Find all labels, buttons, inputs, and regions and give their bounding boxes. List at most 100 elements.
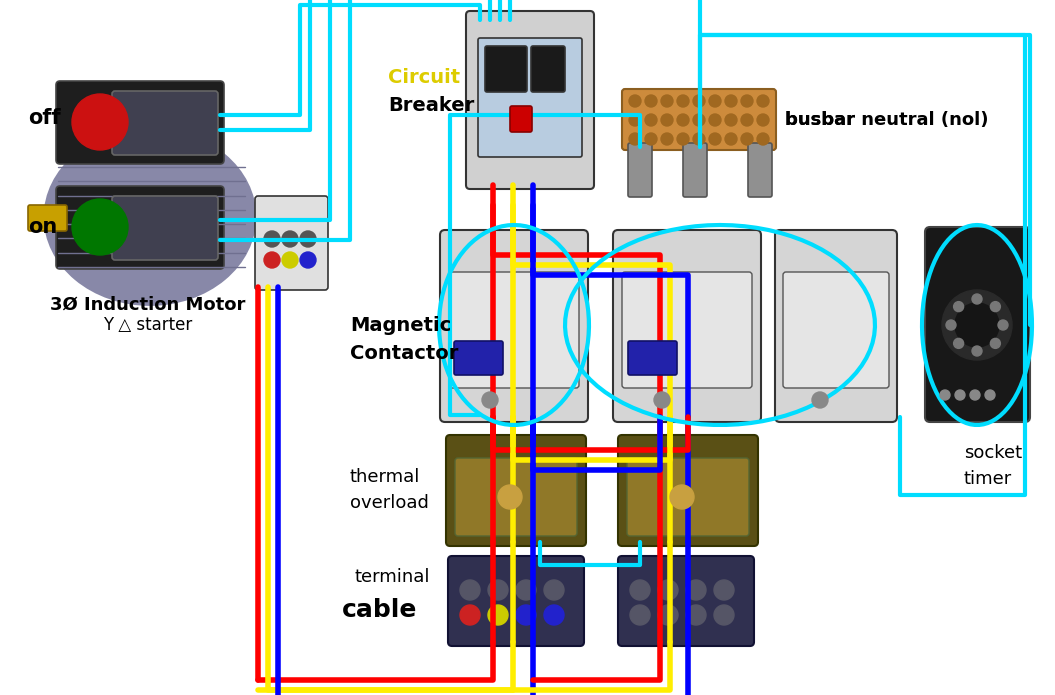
FancyBboxPatch shape — [440, 230, 588, 422]
Circle shape — [741, 133, 753, 145]
Circle shape — [714, 580, 734, 600]
Circle shape — [686, 580, 706, 600]
FancyBboxPatch shape — [448, 556, 584, 646]
Circle shape — [282, 252, 298, 268]
Circle shape — [991, 338, 1000, 348]
Circle shape — [946, 320, 956, 330]
Circle shape — [677, 114, 689, 126]
Circle shape — [677, 95, 689, 107]
Circle shape — [645, 114, 657, 126]
Circle shape — [72, 199, 128, 255]
Circle shape — [991, 302, 1000, 311]
Circle shape — [725, 95, 737, 107]
FancyBboxPatch shape — [255, 196, 328, 290]
Circle shape — [661, 114, 673, 126]
Circle shape — [714, 605, 734, 625]
Circle shape — [654, 392, 670, 408]
Circle shape — [544, 580, 564, 600]
Circle shape — [264, 252, 280, 268]
Text: off: off — [28, 108, 60, 128]
FancyBboxPatch shape — [628, 143, 652, 197]
Circle shape — [488, 605, 509, 625]
Circle shape — [741, 95, 753, 107]
Circle shape — [264, 231, 280, 247]
Circle shape — [516, 605, 536, 625]
FancyBboxPatch shape — [478, 38, 582, 157]
FancyBboxPatch shape — [455, 458, 577, 536]
Circle shape — [516, 580, 536, 600]
Text: on: on — [28, 217, 57, 237]
Text: cable: cable — [342, 598, 418, 622]
FancyBboxPatch shape — [628, 341, 677, 375]
Circle shape — [970, 390, 980, 400]
Circle shape — [629, 114, 641, 126]
Circle shape — [985, 390, 995, 400]
Text: Magnetic: Magnetic — [350, 316, 452, 334]
Circle shape — [954, 338, 963, 348]
Circle shape — [498, 485, 522, 509]
Circle shape — [72, 94, 128, 150]
Text: Contactor: Contactor — [350, 343, 458, 363]
Circle shape — [300, 252, 316, 268]
Circle shape — [629, 133, 641, 145]
Circle shape — [670, 485, 694, 509]
Circle shape — [942, 290, 1012, 360]
Circle shape — [725, 114, 737, 126]
FancyBboxPatch shape — [925, 227, 1030, 422]
FancyBboxPatch shape — [613, 230, 761, 422]
Text: busbar: busbar — [785, 111, 861, 129]
Circle shape — [709, 95, 721, 107]
Ellipse shape — [45, 129, 255, 304]
FancyBboxPatch shape — [446, 435, 586, 546]
Circle shape — [645, 133, 657, 145]
Circle shape — [757, 133, 769, 145]
Circle shape — [757, 114, 769, 126]
Circle shape — [658, 580, 678, 600]
Circle shape — [940, 390, 950, 400]
FancyBboxPatch shape — [466, 11, 594, 189]
FancyBboxPatch shape — [56, 186, 224, 269]
FancyBboxPatch shape — [112, 196, 218, 260]
FancyBboxPatch shape — [683, 143, 707, 197]
Circle shape — [693, 95, 705, 107]
Circle shape — [693, 133, 705, 145]
Text: busbar neutral (nol): busbar neutral (nol) — [785, 111, 989, 129]
Text: terminal: terminal — [354, 568, 430, 586]
FancyBboxPatch shape — [783, 272, 889, 388]
Circle shape — [460, 580, 480, 600]
Text: timer: timer — [964, 470, 1012, 488]
FancyBboxPatch shape — [112, 91, 218, 155]
Text: overload: overload — [350, 494, 429, 512]
FancyBboxPatch shape — [56, 81, 224, 164]
FancyBboxPatch shape — [510, 106, 532, 132]
Text: socket: socket — [964, 444, 1022, 462]
Circle shape — [686, 605, 706, 625]
Circle shape — [544, 605, 564, 625]
Circle shape — [955, 303, 999, 347]
Circle shape — [812, 392, 828, 408]
FancyBboxPatch shape — [485, 46, 528, 92]
Circle shape — [630, 580, 650, 600]
FancyBboxPatch shape — [748, 143, 772, 197]
Circle shape — [658, 605, 678, 625]
Circle shape — [757, 95, 769, 107]
Text: Circuit: Circuit — [388, 67, 460, 86]
Circle shape — [460, 605, 480, 625]
Circle shape — [677, 133, 689, 145]
Circle shape — [300, 231, 316, 247]
Circle shape — [645, 95, 657, 107]
FancyBboxPatch shape — [622, 89, 776, 150]
Circle shape — [972, 294, 982, 304]
Circle shape — [741, 114, 753, 126]
Circle shape — [661, 95, 673, 107]
Circle shape — [998, 320, 1008, 330]
Circle shape — [629, 95, 641, 107]
Circle shape — [954, 302, 963, 311]
Circle shape — [661, 133, 673, 145]
FancyBboxPatch shape — [627, 458, 749, 536]
Text: Breaker: Breaker — [388, 95, 475, 115]
Circle shape — [709, 133, 721, 145]
FancyBboxPatch shape — [531, 46, 565, 92]
Circle shape — [482, 392, 498, 408]
FancyBboxPatch shape — [449, 272, 579, 388]
